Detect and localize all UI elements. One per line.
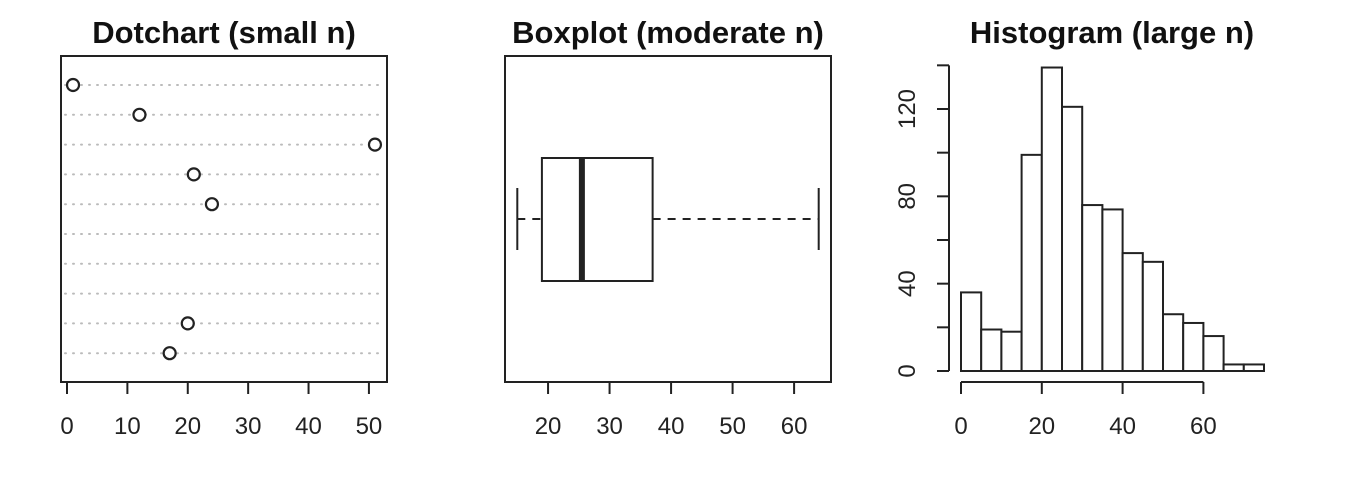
boxplot-tick-label: 40 <box>658 413 685 440</box>
histogram-bar <box>1000 330 1023 373</box>
boxplot-tick-label: 20 <box>535 413 562 440</box>
histogram-y-axis: 0 40 80 120 <box>894 64 950 378</box>
histogram-bar <box>960 291 983 372</box>
histogram-bar <box>1202 335 1225 373</box>
histogram-bar <box>1101 208 1124 372</box>
histogram-y-tick-label: 40 <box>894 270 921 297</box>
dotchart-tick-label: 20 <box>174 413 201 440</box>
histogram-bar <box>1121 252 1144 373</box>
boxplot-tick-label: 30 <box>596 413 623 440</box>
boxplot-tick-label: 60 <box>781 413 808 440</box>
histogram-x-tick-label: 60 <box>1190 413 1217 440</box>
dotchart-points <box>65 77 383 361</box>
dotchart-tick-label: 50 <box>356 413 383 440</box>
dotchart-frame <box>60 55 388 383</box>
histogram-y-tick-label: 0 <box>894 364 921 377</box>
dotchart-x-axis: 0 10 20 30 40 50 <box>60 381 383 440</box>
dotchart-point <box>132 107 147 122</box>
histogram-bar <box>1182 321 1205 373</box>
dotchart-point <box>65 77 81 93</box>
boxplot-tick-label: 50 <box>719 413 746 440</box>
histogram-y-tick-label: 120 <box>894 89 921 129</box>
dotchart-tick-label: 30 <box>235 413 262 440</box>
dotchart-point <box>204 197 220 212</box>
boxplot-box <box>516 157 820 282</box>
boxplot-iqr-box <box>540 157 654 282</box>
histogram-x-axis: 0 20 40 60 <box>954 381 1217 440</box>
histogram-x-tick-label: 20 <box>1028 413 1055 440</box>
histogram-panel: Histogram (large n) 0 20 40 60 0 40 80 120 <box>894 15 1266 440</box>
boxplot-title: Boxplot (moderate n) <box>512 15 824 50</box>
histogram-bar <box>1141 260 1165 373</box>
histogram-bar <box>1020 153 1043 372</box>
dotchart-tick-label: 10 <box>114 413 141 440</box>
histogram-y-tick-label: 80 <box>894 183 921 210</box>
dotchart-point <box>367 137 383 152</box>
histogram-x-tick-label: 0 <box>954 413 967 440</box>
dotchart-point <box>162 346 177 361</box>
dotchart-tick-label: 40 <box>295 413 322 440</box>
dotchart-panel: Dotchart (small n) 0 10 20 30 40 50 <box>60 15 388 440</box>
histogram-bar <box>1242 363 1266 373</box>
histogram-bar <box>1222 363 1245 373</box>
histogram-bar <box>1040 66 1064 373</box>
histogram-bar <box>1162 313 1185 373</box>
boxplot-x-axis: 20 30 40 50 60 <box>535 381 808 440</box>
histogram-bar <box>980 328 1003 372</box>
dotchart-tick-label: 0 <box>60 413 73 440</box>
histogram-bar <box>1061 105 1084 372</box>
histogram-bars <box>960 66 1266 373</box>
histogram-bar <box>1081 204 1104 372</box>
boxplot-panel: Boxplot (moderate n) 20 30 40 50 60 <box>504 15 832 440</box>
histogram-title: Histogram (large n) <box>970 15 1254 50</box>
dotchart-point <box>180 316 195 331</box>
dotchart-title: Dotchart (small n) <box>92 15 356 50</box>
histogram-x-tick-label: 40 <box>1109 413 1136 440</box>
dotchart-point <box>186 167 201 182</box>
dotchart-gridlines <box>64 84 384 355</box>
